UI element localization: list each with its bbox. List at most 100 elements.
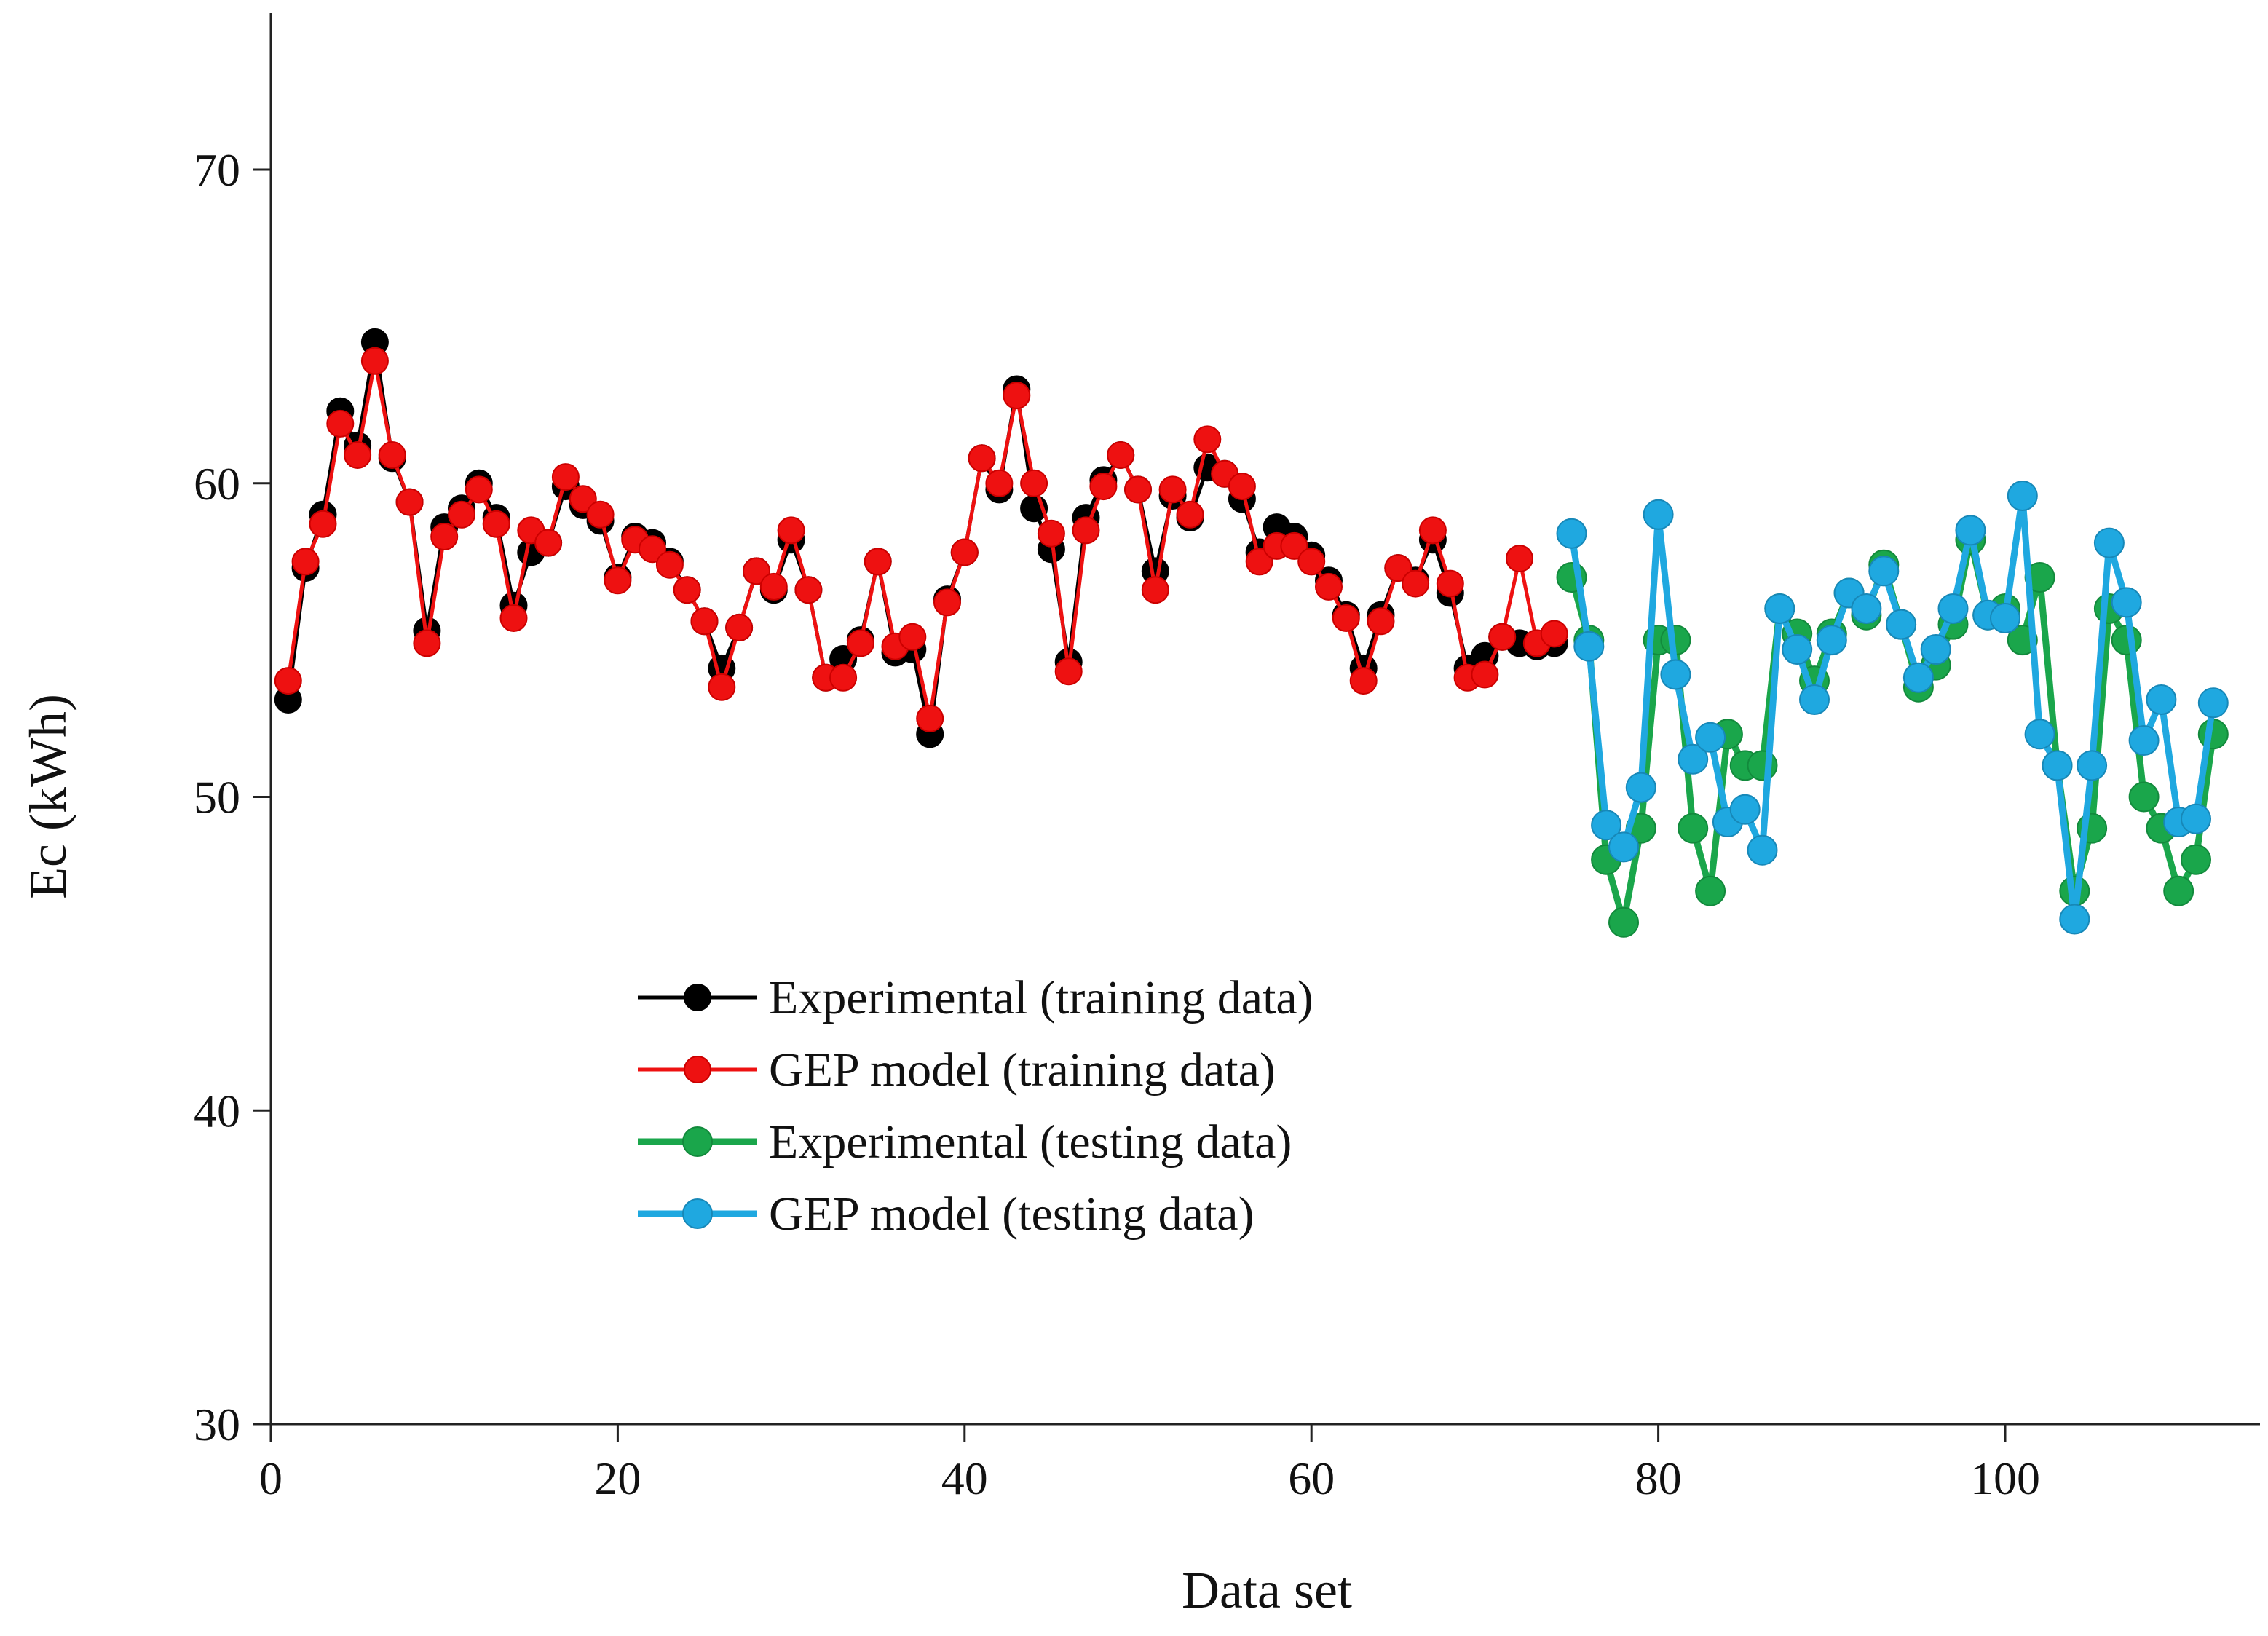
data-point <box>604 566 632 595</box>
legend-swatch-marker <box>682 1198 713 1229</box>
data-point <box>1747 834 1778 866</box>
data-point <box>1280 531 1308 560</box>
data-point <box>1297 548 1326 576</box>
data-point <box>1764 593 1795 624</box>
data-point <box>1608 831 1639 863</box>
data-point <box>309 510 337 538</box>
legend-label: GEP model (training data) <box>769 1043 1276 1096</box>
data-point <box>1625 772 1656 803</box>
data-point <box>413 629 441 657</box>
data-point <box>759 572 788 601</box>
data-point <box>482 510 510 538</box>
data-point <box>448 500 475 529</box>
data-point <box>291 548 320 576</box>
legend-swatch-marker <box>684 984 711 1011</box>
data-point <box>1591 810 1622 841</box>
data-point <box>1228 473 1256 501</box>
data-point <box>1072 516 1100 545</box>
data-point <box>1245 548 1273 576</box>
data-point <box>1556 518 1587 549</box>
x-tick-label: 20 <box>594 1453 641 1504</box>
y-tick-label: 40 <box>194 1085 240 1137</box>
data-point <box>1003 382 1031 410</box>
data-point <box>1107 441 1135 469</box>
data-point <box>395 488 424 516</box>
data-point <box>1158 475 1187 504</box>
data-point <box>2128 725 2160 756</box>
x-axis-title: Data set <box>1182 1561 1352 1619</box>
data-point <box>1471 660 1499 689</box>
data-point <box>2042 750 2073 781</box>
data-point <box>1695 722 1726 753</box>
data-point <box>1799 684 1830 715</box>
data-point <box>2111 587 2142 618</box>
data-point <box>639 535 666 564</box>
data-point <box>743 557 770 585</box>
data-point <box>725 613 754 641</box>
data-point <box>1747 750 1778 781</box>
data-point <box>1349 667 1378 695</box>
data-point <box>933 588 961 617</box>
data-point <box>360 347 389 375</box>
data-point <box>777 516 805 545</box>
series-3 <box>1556 481 2229 935</box>
series-1 <box>274 347 1568 732</box>
legend-swatch-marker <box>684 1056 711 1083</box>
x-tick-label: 100 <box>1970 1453 2040 1504</box>
y-tick-label: 30 <box>194 1399 240 1450</box>
data-point <box>1332 604 1360 632</box>
legend-item-gep-testing: GEP model (testing data) <box>638 1188 1254 1241</box>
data-point <box>465 475 493 504</box>
data-point <box>2024 719 2055 750</box>
data-point <box>690 607 719 636</box>
data-point <box>1678 743 1709 775</box>
data-point <box>1436 569 1464 598</box>
data-point <box>864 548 892 576</box>
data-point <box>985 469 1014 497</box>
legend-swatch-marker <box>682 1126 713 1157</box>
data-point <box>326 409 355 438</box>
data-point <box>1124 475 1152 504</box>
data-point <box>829 663 858 692</box>
data-point <box>1955 515 1986 546</box>
data-point <box>499 604 528 632</box>
y-tick-label: 50 <box>194 772 240 823</box>
data-point <box>534 529 563 557</box>
data-point <box>2128 781 2160 813</box>
legend-label: Experimental (training data) <box>769 971 1313 1024</box>
data-point <box>569 485 597 513</box>
legend-item-gep-training: GEP model (training data) <box>638 1043 1276 1096</box>
data-point <box>950 538 979 566</box>
data-point <box>1660 659 1691 690</box>
data-point <box>2059 904 2090 935</box>
data-point <box>551 463 580 491</box>
data-point <box>1990 603 2020 633</box>
data-point <box>344 441 372 469</box>
legend-item-experimental-testing: Experimental (testing data) <box>638 1115 1292 1169</box>
data-point <box>1920 634 1951 665</box>
data-point <box>2181 844 2211 875</box>
legend-label: Experimental (testing data) <box>769 1115 1292 1169</box>
data-point <box>1141 576 1169 604</box>
data-point <box>1643 499 1674 530</box>
data-point <box>378 441 406 469</box>
data-point <box>2146 684 2177 715</box>
data-point <box>1729 794 1761 825</box>
data-point <box>2163 875 2194 906</box>
data-point <box>430 523 459 550</box>
data-point <box>794 576 823 604</box>
data-point <box>2077 750 2108 781</box>
data-point <box>2007 481 2038 511</box>
data-point <box>1089 473 1118 501</box>
data-point <box>1573 631 1605 662</box>
legend: Experimental (training data) GEP model (… <box>638 971 1313 1241</box>
axes: 30 40 50 60 70 0 20 40 60 80 100 <box>194 13 2260 1504</box>
data-point <box>1851 593 1882 624</box>
data-point <box>1902 662 1934 693</box>
data-point <box>1488 623 1517 651</box>
data-point <box>1506 545 1533 573</box>
data-point <box>708 673 736 701</box>
x-tick-label: 40 <box>941 1453 988 1504</box>
